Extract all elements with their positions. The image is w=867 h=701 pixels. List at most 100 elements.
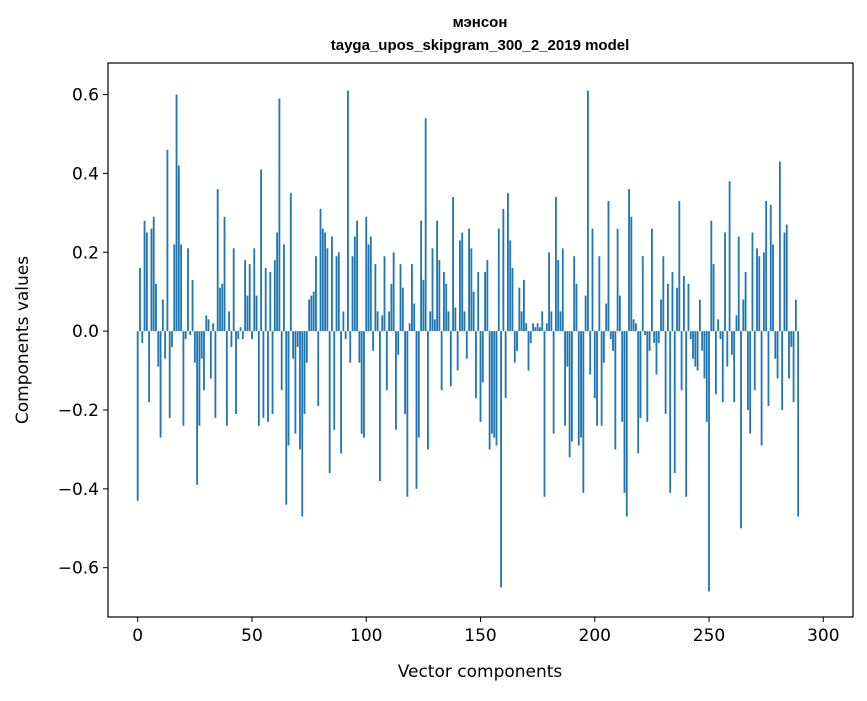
x-tick-label: 100 (350, 626, 382, 646)
bar (561, 248, 564, 332)
bar (269, 271, 272, 332)
bar (168, 331, 171, 418)
bar (353, 236, 356, 332)
bar (689, 331, 692, 340)
bar (790, 331, 793, 347)
bar (262, 331, 265, 418)
bar (678, 201, 681, 332)
bar (785, 224, 788, 332)
bar (155, 283, 157, 332)
bar (516, 331, 518, 351)
bar (184, 331, 187, 340)
bar (411, 264, 413, 332)
bar (454, 307, 457, 332)
bar (406, 331, 409, 497)
bar (737, 236, 740, 332)
bar (655, 331, 658, 375)
bar (589, 331, 592, 375)
bar (171, 331, 173, 347)
bar (586, 90, 589, 332)
x-tick-label: 200 (579, 626, 611, 646)
bar (664, 331, 667, 414)
bar (518, 287, 521, 332)
bar (267, 331, 269, 422)
bar (449, 331, 452, 387)
bar (509, 240, 512, 332)
bar (408, 323, 411, 332)
bar (303, 331, 306, 414)
bar (724, 232, 726, 332)
bar (687, 283, 690, 332)
bar (477, 271, 480, 332)
bar (276, 232, 279, 332)
bar (705, 331, 708, 422)
bar (568, 331, 571, 458)
bar (612, 331, 614, 351)
bar (682, 275, 685, 332)
bar (438, 260, 441, 332)
bar (762, 252, 765, 332)
bar (372, 331, 375, 351)
bar (280, 331, 283, 391)
bar (182, 331, 185, 426)
bar (600, 331, 603, 426)
bar (420, 220, 422, 332)
bar (369, 236, 372, 332)
bar (344, 331, 347, 340)
bar (735, 315, 738, 332)
bar (413, 303, 416, 332)
bar (445, 283, 448, 332)
bar (475, 331, 477, 399)
plot-frame (107, 62, 854, 618)
bar (527, 331, 530, 371)
bar (255, 295, 258, 332)
bar (559, 311, 562, 332)
bar (623, 331, 626, 493)
bar (548, 252, 550, 332)
bar (772, 244, 774, 332)
bar (388, 311, 390, 332)
bar (351, 256, 354, 332)
y-tick-label: 0.2 (72, 243, 99, 263)
bar (753, 331, 756, 391)
bar (253, 248, 256, 332)
bar (573, 256, 576, 332)
bar (399, 264, 402, 332)
bar (671, 271, 674, 332)
bar (447, 311, 450, 332)
bar (244, 260, 247, 332)
bar (143, 220, 146, 332)
bar (331, 236, 333, 332)
bar (484, 271, 486, 332)
bar (571, 331, 573, 442)
bar (216, 189, 219, 332)
bars (136, 90, 800, 592)
bar (150, 228, 153, 332)
bar (714, 331, 717, 395)
bar (769, 204, 772, 332)
bar (614, 331, 617, 450)
bar (241, 331, 244, 340)
bar (616, 228, 619, 332)
bar (401, 287, 404, 332)
bar (145, 232, 148, 332)
bar (555, 197, 557, 332)
bar (625, 331, 628, 517)
bar (324, 232, 327, 332)
bar (634, 323, 637, 332)
bar (296, 331, 299, 347)
x-axis-label: Vector components (398, 662, 563, 682)
bar (340, 331, 343, 454)
bar (470, 248, 473, 332)
bar (225, 331, 228, 426)
bar (139, 268, 141, 332)
bar (260, 169, 263, 332)
bar (507, 193, 509, 332)
bar (237, 331, 240, 340)
bar (347, 90, 349, 332)
bar (607, 201, 610, 332)
bar (397, 331, 400, 355)
bar (187, 248, 189, 332)
bar (223, 216, 226, 332)
bar (673, 331, 676, 474)
